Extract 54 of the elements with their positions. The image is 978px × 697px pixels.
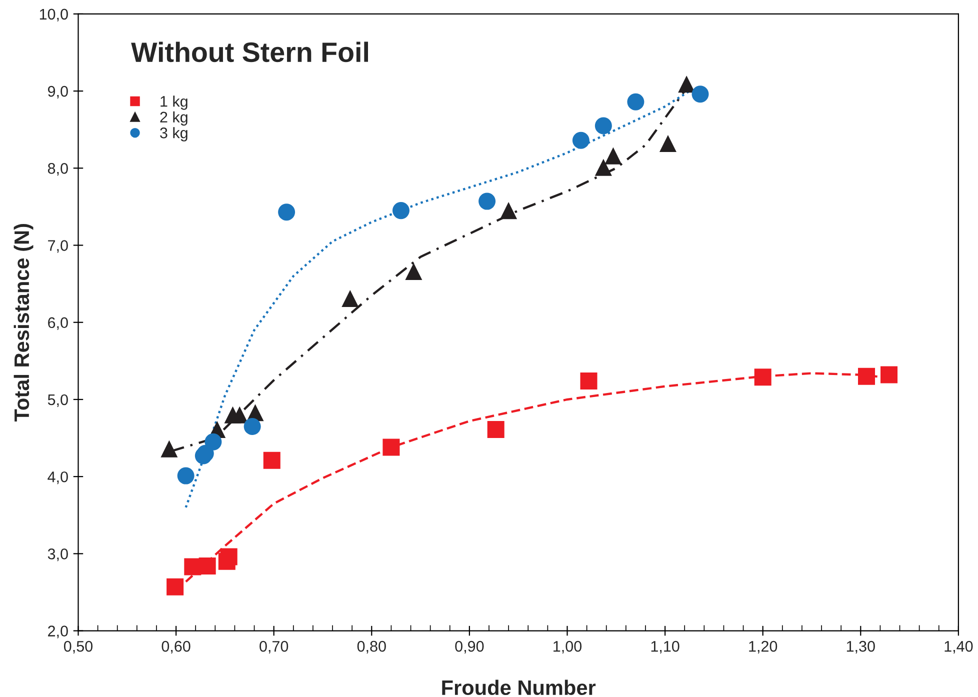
point: [478, 192, 496, 210]
point: [659, 134, 676, 152]
point: [263, 452, 280, 469]
point: [604, 147, 622, 164]
x-tick-label: 0,80: [357, 640, 386, 654]
y-tick-label: 3,0: [48, 548, 68, 562]
point: [627, 93, 644, 110]
y-tick-label: 8,0: [48, 163, 68, 176]
legend-label: 1 kg: [160, 96, 188, 110]
point: [160, 440, 178, 458]
x-tick-label: 1,20: [749, 640, 778, 654]
point: [177, 467, 194, 484]
legend-label: 3 kg: [160, 127, 188, 142]
point: [858, 368, 876, 385]
x-tick-label: 1,40: [944, 640, 973, 654]
y-axis-title: Total Resistance (N): [14, 224, 34, 422]
point: [342, 290, 359, 307]
x-axis-title: Froude Number: [442, 680, 596, 696]
point: [500, 202, 518, 220]
legend-label: 2 kg: [160, 111, 188, 126]
point: [754, 368, 772, 386]
y-tick-label: 5,0: [48, 394, 68, 407]
point: [392, 202, 410, 220]
y-tick-label: 4,0: [48, 471, 68, 484]
point: [220, 548, 238, 566]
y-tick-label: 2,0: [48, 626, 68, 638]
x-tick-label: 1,10: [651, 640, 680, 654]
point: [678, 76, 696, 93]
x-tick-label: 1,00: [554, 640, 582, 654]
point: [487, 421, 504, 438]
point: [405, 262, 422, 280]
point: [198, 558, 216, 575]
point: [594, 117, 612, 134]
y-tick-label: 9,0: [48, 86, 68, 99]
point: [278, 204, 296, 221]
y-tick-label: 7,0: [48, 240, 68, 253]
x-tick-label: 0,70: [260, 640, 288, 654]
x-tick-label: 0,90: [455, 640, 484, 654]
y-tick-label: 10,0: [40, 8, 68, 22]
point: [204, 433, 222, 450]
x-tick-label: 0,60: [162, 640, 190, 654]
point: [580, 372, 598, 390]
point: [166, 578, 184, 596]
point: [594, 158, 612, 176]
x-tick-label: 0,50: [64, 640, 93, 654]
point: [244, 418, 261, 435]
point: [880, 366, 898, 384]
point: [692, 86, 709, 103]
y-tick-label: 6,0: [48, 317, 68, 330]
point: [572, 132, 590, 149]
x-tick-label: 1,30: [846, 640, 875, 654]
point: [231, 406, 248, 424]
text: Without Stern Foil: [131, 42, 368, 62]
point: [382, 438, 400, 456]
